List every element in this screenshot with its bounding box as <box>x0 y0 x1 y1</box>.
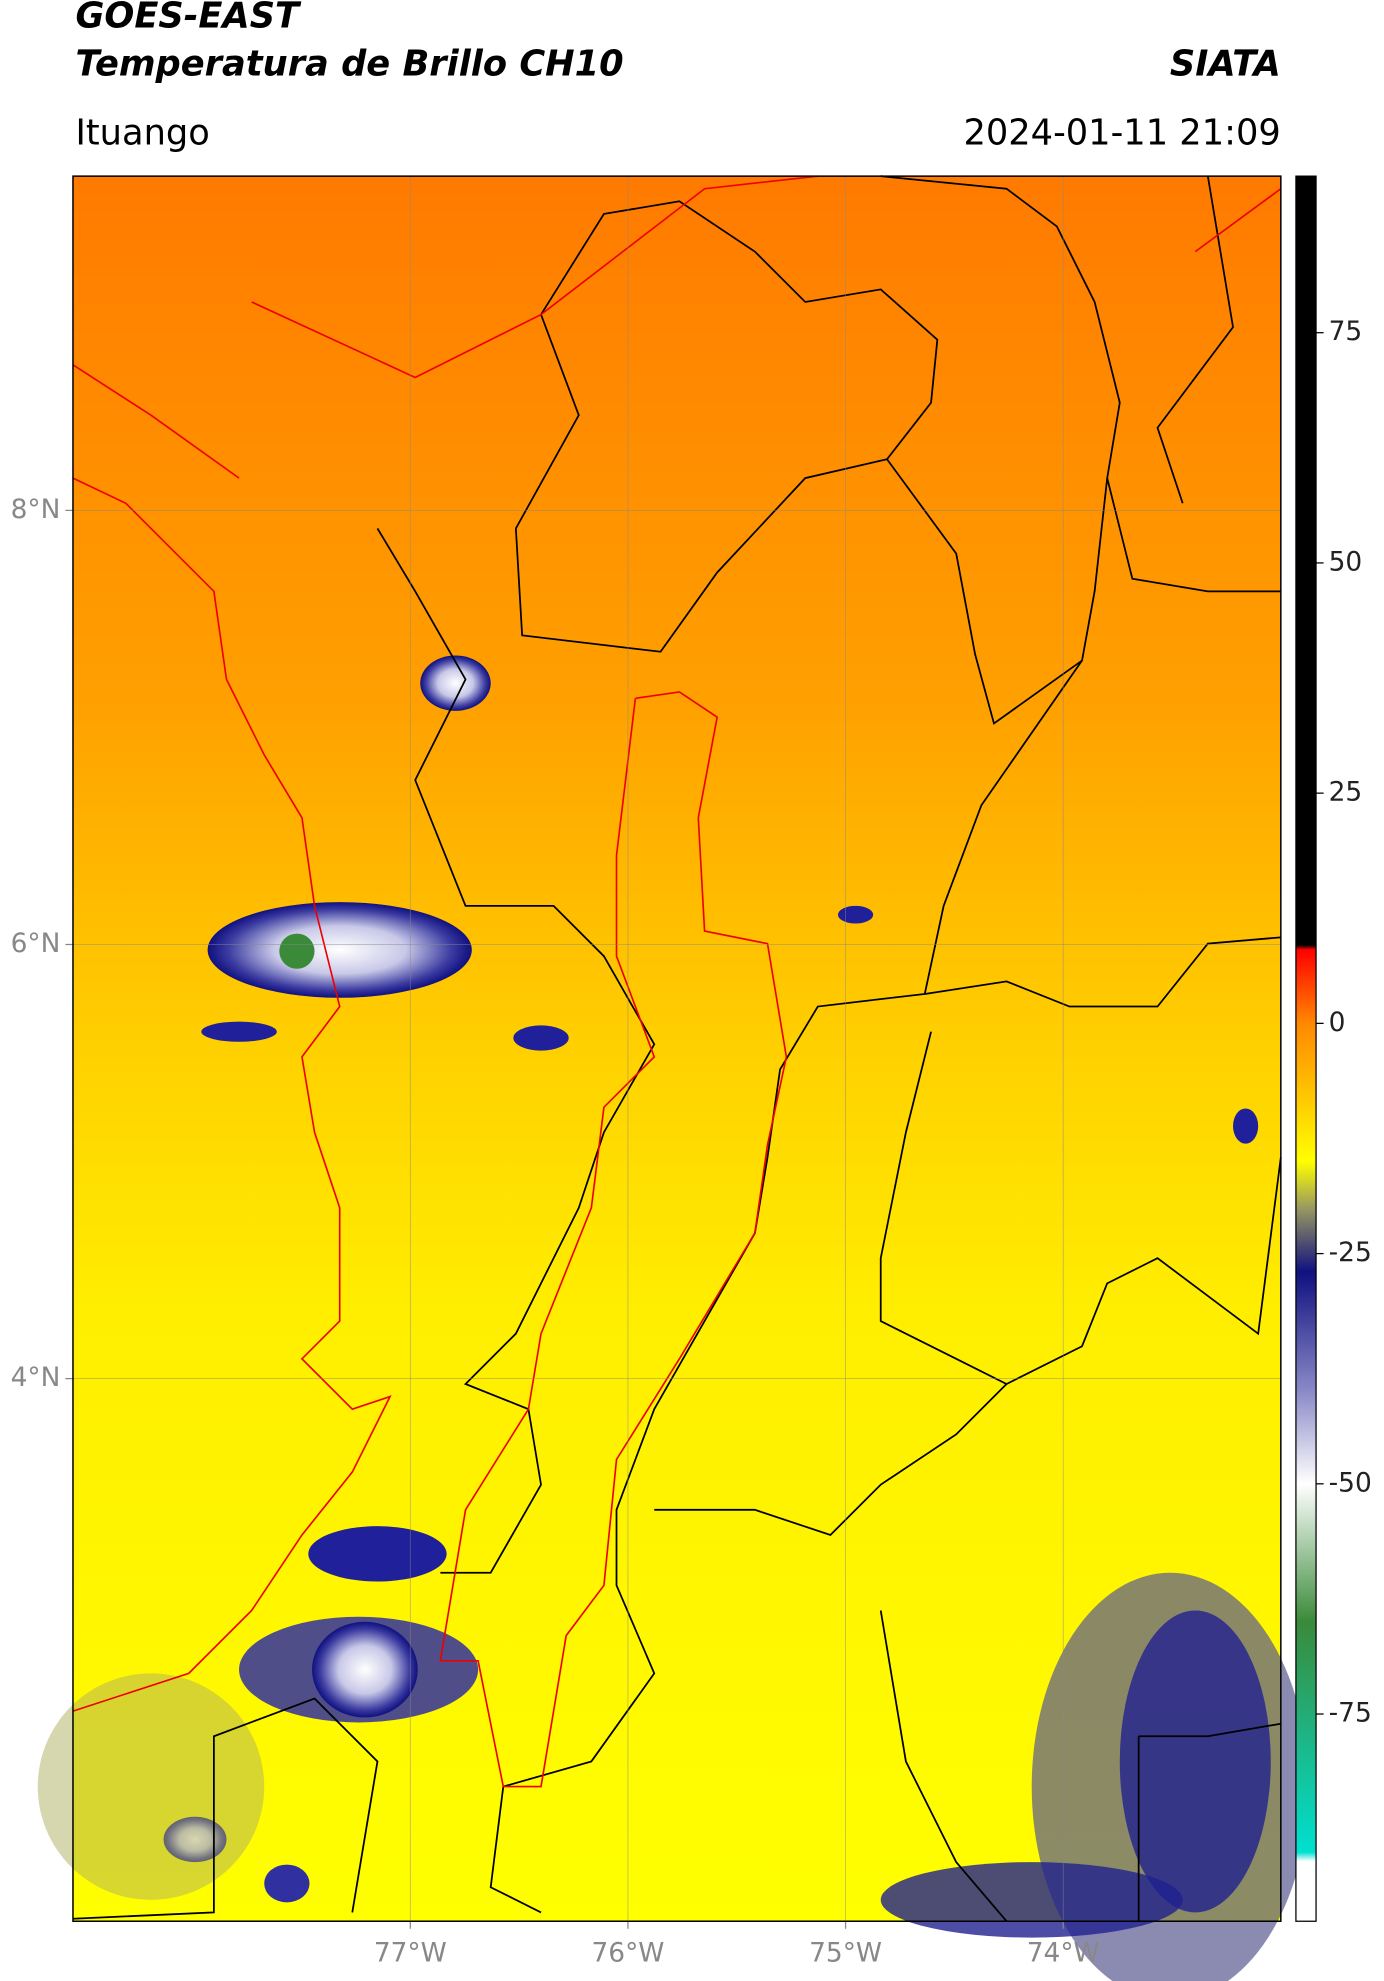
subtitle: Temperatura de Brillo CH10 <box>75 43 623 84</box>
colorbar-tick-label: 0 <box>1329 1007 1346 1038</box>
colorbar-tick-label: 50 <box>1329 546 1363 577</box>
colorbar-tick-label: 75 <box>1329 316 1363 347</box>
location: Ituango <box>75 113 209 154</box>
map-frame <box>72 175 1282 1922</box>
axes: 77°W 76°W 75°W 74°W 8°N 6°N 4°N <box>11 176 1281 1968</box>
x-tick-label: 77°W <box>374 1937 447 1968</box>
borders <box>72 175 1282 1922</box>
colorbar-tick-label: 25 <box>1329 777 1363 808</box>
x-tick-label: 76°W <box>591 1937 664 1968</box>
datetime: 2024-01-11 21:09 <box>963 113 1280 154</box>
colorbar <box>1295 175 1317 1922</box>
x-tick-label: 74°W <box>1027 1937 1100 1968</box>
colorbar-tick-label: -75 <box>1329 1698 1372 1729</box>
x-tick-label: 75°W <box>809 1937 882 1968</box>
colorbar-tick-label: -25 <box>1329 1237 1372 1268</box>
y-tick-label: 6°N <box>11 928 61 959</box>
y-tick-label: 8°N <box>11 494 61 525</box>
cloud-tops <box>37 655 1309 1981</box>
source: SIATA <box>1170 43 1281 84</box>
colorbar-tick-label: -50 <box>1329 1467 1372 1498</box>
title: GOES-EAST <box>75 0 302 37</box>
y-tick-label: 4°N <box>11 1362 61 1393</box>
red-boundaries <box>72 175 1282 1788</box>
